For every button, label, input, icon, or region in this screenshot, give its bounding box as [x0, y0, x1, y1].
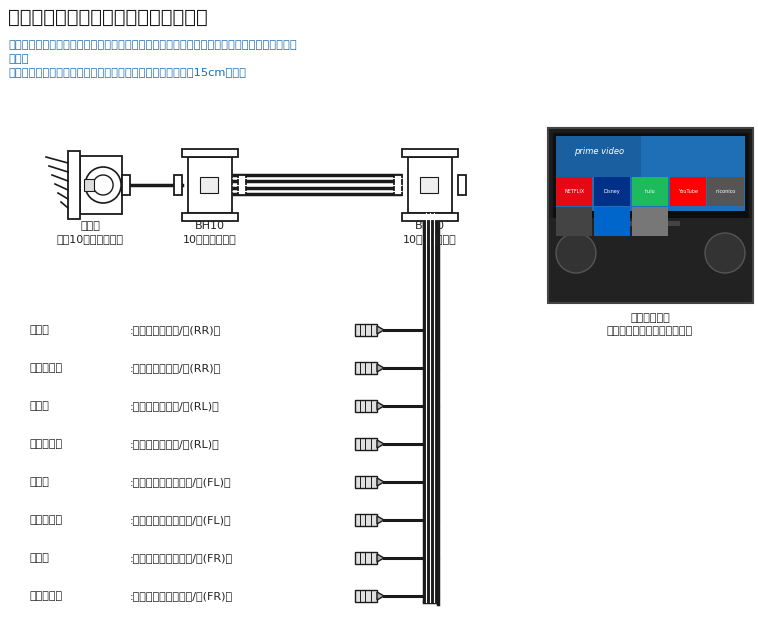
- Bar: [631, 177, 668, 206]
- Text: :フロントスピーカー/左(FL)－: :フロントスピーカー/左(FL)－: [130, 515, 232, 525]
- Text: :フロントスピーカー/右(FR)＋: :フロントスピーカー/右(FR)＋: [130, 553, 233, 563]
- Bar: [122, 175, 130, 195]
- Bar: [80, 156, 122, 214]
- Text: 配線の長さは、カプラー間、カプラー～ギボシ端子、共に約15cmです。: 配線の長さは、カプラー間、カプラー～ギボシ端子、共に約15cmです。: [8, 67, 246, 77]
- Text: （灰／黒）: （灰／黒）: [30, 591, 63, 601]
- Polygon shape: [377, 554, 384, 562]
- Text: 純正10ピンカプラー: 純正10ピンカプラー: [57, 234, 124, 244]
- Bar: [707, 177, 744, 206]
- Text: NETFLIX: NETFLIX: [564, 189, 584, 194]
- Text: BH10: BH10: [415, 221, 445, 231]
- Bar: [420, 177, 438, 193]
- Bar: [402, 213, 458, 221]
- Bar: [355, 476, 377, 488]
- Bar: [556, 136, 641, 177]
- Bar: [553, 133, 748, 218]
- Text: niconico: niconico: [716, 189, 736, 194]
- Bar: [200, 177, 218, 193]
- Text: 純正モニター: 純正モニター: [630, 313, 670, 323]
- Circle shape: [705, 233, 745, 273]
- Text: :リアスピーカー/右(RR)－: :リアスピーカー/右(RR)－: [130, 363, 221, 373]
- Text: カプラーオンで純正配線の加工なし！: カプラーオンで純正配線の加工なし！: [8, 8, 208, 27]
- Text: :フロントスピーカー/右(FR)－: :フロントスピーカー/右(FR)－: [130, 591, 233, 601]
- Polygon shape: [377, 478, 384, 486]
- Polygon shape: [377, 402, 384, 410]
- Bar: [84, 179, 94, 191]
- Text: （ディスプレイオーディオ）: （ディスプレイオーディオ）: [607, 326, 693, 336]
- Bar: [631, 208, 668, 236]
- Text: :フロントスピーカー/左(FL)＋: :フロントスピーカー/左(FL)＋: [130, 477, 232, 487]
- Polygon shape: [377, 326, 384, 334]
- Polygon shape: [377, 364, 384, 372]
- Polygon shape: [377, 516, 384, 524]
- Bar: [556, 208, 592, 236]
- Text: （緑／黒）: （緑／黒）: [30, 439, 63, 449]
- Bar: [68, 151, 80, 219]
- Text: BH10: BH10: [195, 221, 225, 231]
- Text: :リアスピーカー/左(RL)－: :リアスピーカー/左(RL)－: [130, 439, 220, 449]
- Bar: [548, 218, 753, 303]
- Bar: [594, 208, 630, 236]
- Bar: [402, 149, 458, 157]
- Bar: [355, 590, 377, 602]
- Polygon shape: [377, 592, 384, 600]
- Text: hulu: hulu: [644, 189, 655, 194]
- Text: Disney: Disney: [603, 189, 620, 194]
- Text: （緑）: （緑）: [30, 401, 50, 411]
- Circle shape: [556, 233, 596, 273]
- Bar: [355, 324, 377, 336]
- Bar: [669, 177, 706, 206]
- Bar: [458, 175, 466, 195]
- Text: （紫／黒）: （紫／黒）: [30, 363, 63, 373]
- Bar: [188, 157, 232, 213]
- Bar: [355, 552, 377, 564]
- Text: （白）: （白）: [30, 477, 50, 487]
- Text: :リアスピーカー/右(RR)＋: :リアスピーカー/右(RR)＋: [130, 325, 221, 335]
- Bar: [182, 213, 238, 221]
- Polygon shape: [377, 440, 384, 448]
- Text: 車両側: 車両側: [80, 221, 100, 231]
- Bar: [355, 438, 377, 450]
- Text: チューンナップウーファーなどを追加する場合に、純正配線を加工することなく取付けができ: チューンナップウーファーなどを追加する場合に、純正配線を加工することなく取付けが…: [8, 40, 296, 50]
- Bar: [594, 177, 630, 206]
- Text: YouTube: YouTube: [678, 189, 697, 194]
- Bar: [556, 177, 592, 206]
- Text: （紫）: （紫）: [30, 325, 50, 335]
- Bar: [182, 149, 238, 157]
- Bar: [355, 362, 377, 374]
- Text: ます。: ます。: [8, 54, 29, 64]
- Text: :リアスピーカー/左(RL)＋: :リアスピーカー/左(RL)＋: [130, 401, 220, 411]
- Bar: [174, 175, 182, 195]
- Text: prime video: prime video: [575, 147, 625, 155]
- Text: （灰）: （灰）: [30, 553, 50, 563]
- Bar: [556, 136, 745, 211]
- Bar: [355, 400, 377, 412]
- Bar: [394, 175, 402, 195]
- Text: 10ピンカプラー: 10ピンカプラー: [403, 234, 457, 244]
- Text: （白／黒）: （白／黒）: [30, 515, 63, 525]
- Bar: [238, 175, 246, 195]
- Bar: [548, 128, 753, 303]
- Text: 10ピンカプラー: 10ピンカプラー: [183, 234, 236, 244]
- Bar: [355, 514, 377, 526]
- Bar: [408, 157, 452, 213]
- Bar: [548, 128, 753, 303]
- Bar: [620, 221, 680, 226]
